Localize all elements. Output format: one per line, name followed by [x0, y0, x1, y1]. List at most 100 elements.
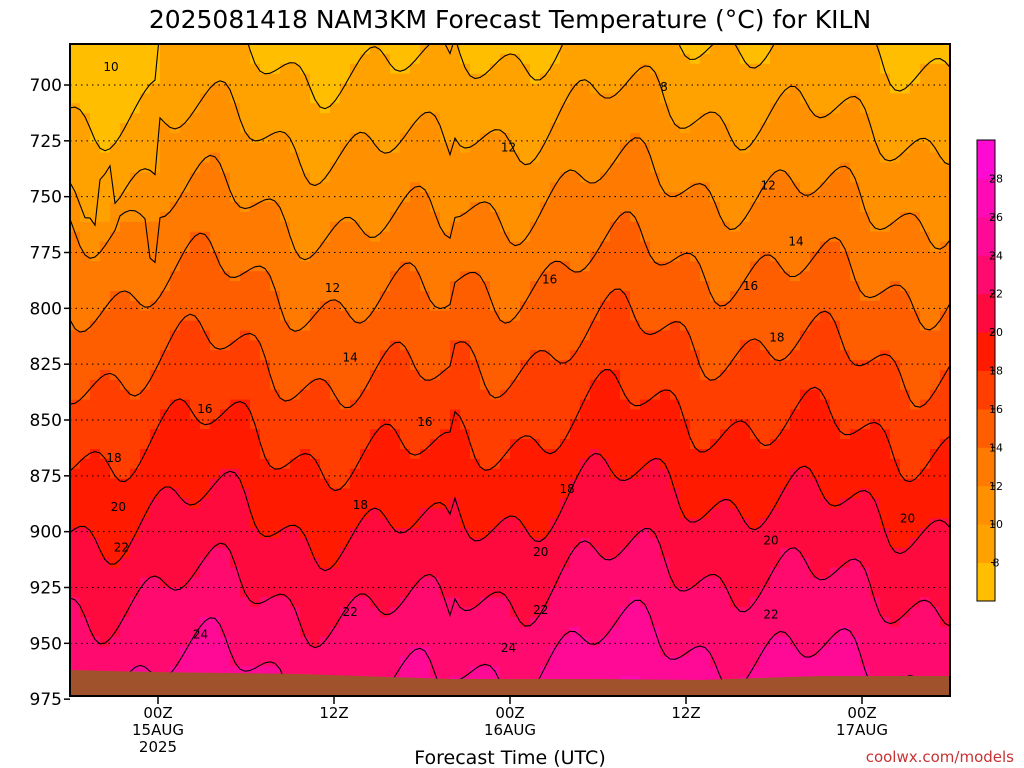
band-cell	[280, 409, 291, 420]
band-cell	[740, 44, 751, 55]
band-cell	[800, 567, 811, 579]
band-cell	[300, 202, 311, 213]
band-cell	[700, 83, 711, 94]
band-cell	[360, 478, 371, 490]
band-cell	[670, 192, 681, 203]
band-cell	[510, 389, 521, 401]
band-cell	[290, 577, 301, 588]
band-cell	[530, 103, 541, 114]
band-cell	[250, 458, 261, 470]
band-cell	[710, 202, 721, 213]
band-cell	[710, 389, 721, 401]
band-cell	[770, 646, 781, 658]
band-cell	[270, 251, 281, 262]
band-cell	[570, 577, 581, 588]
band-cell	[160, 498, 171, 509]
band-cell	[120, 370, 131, 381]
band-cell	[600, 211, 611, 223]
band-cell	[670, 330, 681, 341]
band-cell	[230, 152, 241, 164]
band-cell	[520, 44, 531, 55]
band-cell	[550, 458, 561, 470]
band-cell	[530, 478, 541, 490]
band-cell	[340, 93, 351, 104]
band-cell	[780, 320, 791, 332]
band-cell	[340, 103, 351, 114]
band-cell	[680, 202, 691, 213]
band-cell	[680, 162, 691, 174]
band-cell	[450, 419, 461, 430]
band-cell	[740, 113, 751, 124]
band-cell	[150, 261, 161, 272]
band-cell	[470, 597, 481, 608]
band-cell	[160, 83, 171, 94]
band-cell	[200, 350, 211, 361]
band-cell	[410, 626, 421, 638]
band-cell	[740, 498, 751, 509]
band-cell	[380, 518, 391, 529]
band-cell	[680, 498, 691, 509]
band-cell	[280, 53, 291, 65]
band-cell	[760, 162, 771, 174]
band-cell	[360, 488, 371, 500]
band-cell	[720, 251, 731, 262]
band-cell	[560, 666, 571, 677]
band-cell	[710, 528, 721, 539]
band-cell	[390, 123, 401, 134]
band-cell	[90, 528, 101, 539]
band-cell	[150, 221, 161, 233]
band-cell	[410, 241, 421, 253]
band-cell	[710, 488, 721, 500]
band-cell	[360, 44, 371, 55]
band-cell	[690, 458, 701, 470]
band-cell	[560, 409, 571, 420]
band-cell	[430, 221, 441, 233]
band-cell	[770, 330, 781, 341]
band-cell	[470, 419, 481, 430]
band-cell	[170, 211, 181, 223]
band-cell	[670, 202, 681, 213]
band-cell	[450, 547, 461, 559]
band-cell	[730, 478, 741, 490]
band-cell	[150, 93, 161, 104]
band-cell	[560, 320, 571, 332]
band-cell	[770, 162, 781, 174]
band-cell	[730, 567, 741, 579]
band-cell	[600, 132, 611, 144]
band-cell	[790, 63, 801, 75]
band-cell	[570, 53, 581, 65]
band-cell	[680, 113, 691, 124]
band-cell	[680, 63, 691, 75]
band-cell	[180, 271, 191, 282]
band-cell	[70, 656, 81, 667]
band-cell	[750, 360, 761, 371]
band-cell	[200, 290, 211, 302]
band-cell	[310, 370, 321, 381]
band-cell	[800, 93, 811, 104]
band-cell	[630, 409, 641, 420]
band-cell	[390, 320, 401, 332]
band-cell	[190, 478, 201, 490]
band-cell	[750, 192, 761, 203]
band-cell	[390, 172, 401, 183]
band-cell	[490, 241, 501, 253]
band-cell	[810, 231, 821, 243]
band-cell	[680, 508, 691, 519]
band-cell	[800, 142, 811, 154]
band-cell	[510, 458, 521, 470]
band-cell	[280, 162, 291, 174]
band-cell	[600, 53, 611, 65]
band-cell	[220, 300, 231, 312]
band-cell	[600, 44, 611, 55]
band-cell	[480, 567, 491, 579]
band-cell	[480, 626, 491, 638]
band-cell	[270, 458, 281, 470]
band-cell	[790, 666, 801, 677]
band-cell	[600, 488, 611, 500]
band-cell	[380, 646, 391, 658]
band-cell	[740, 221, 751, 233]
band-cell	[190, 666, 201, 677]
band-cell	[200, 172, 211, 183]
band-cell	[100, 251, 111, 262]
band-cell	[650, 162, 661, 174]
